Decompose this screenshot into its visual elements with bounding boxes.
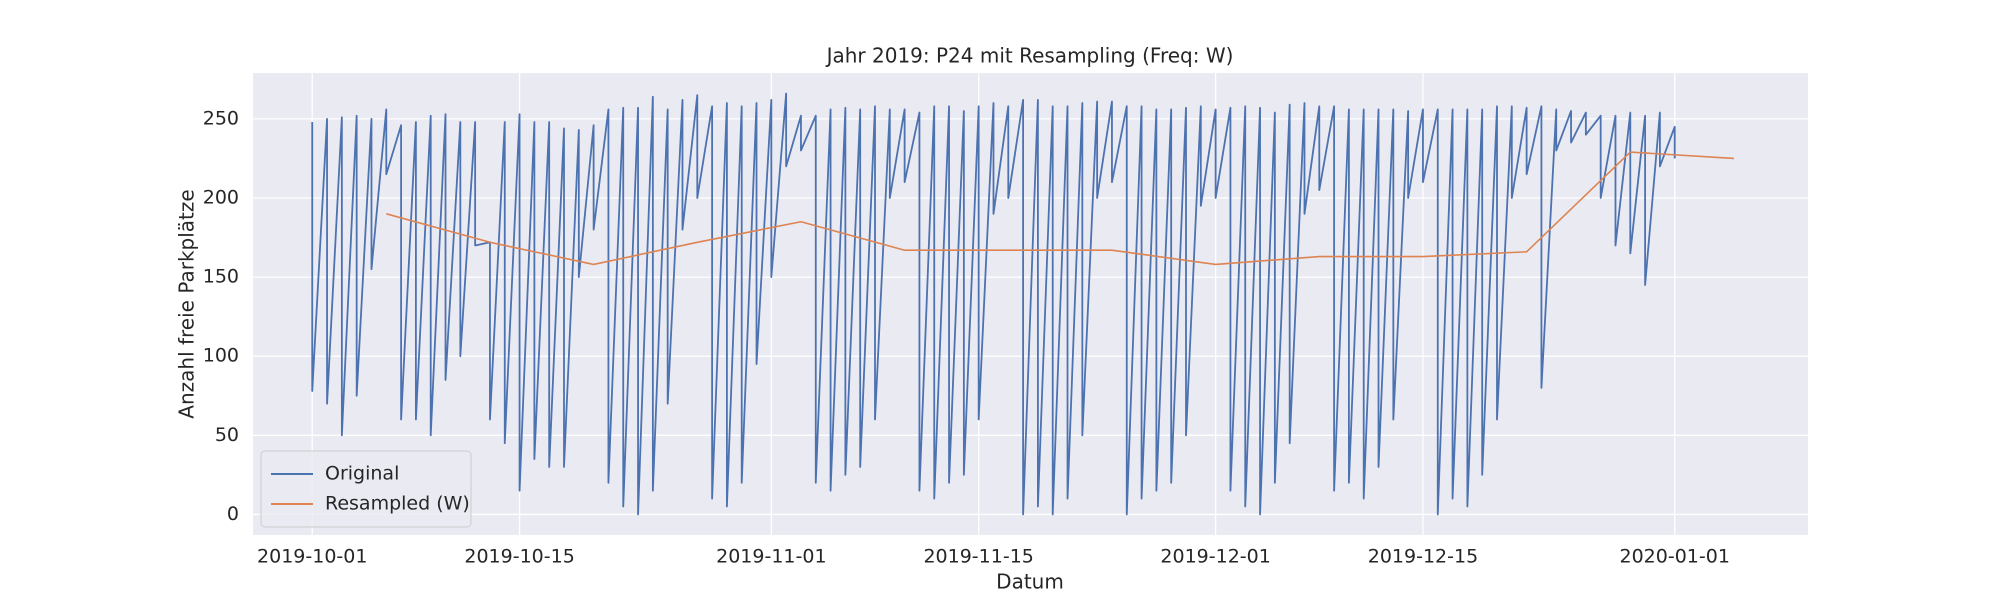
x-tick-label: 2019-12-15 [1368, 546, 1478, 568]
y-tick-label: 100 [203, 345, 239, 367]
series-line [386, 151, 1734, 266]
y-tick-label: 50 [215, 424, 239, 446]
x-tick-label: 2020-01-01 [1620, 546, 1730, 568]
legend: Original Resampled (W) [260, 450, 472, 528]
legend-label: Original [325, 463, 399, 485]
y-axis-label: Anzahl freie Parkplätze [175, 189, 199, 418]
x-tick-label: 2019-12-01 [1160, 546, 1270, 568]
chart-title: Jahr 2019: P24 mit Resampling (Freq: W) [825, 44, 1234, 68]
y-tick-label: 250 [203, 107, 239, 129]
series-line [311, 92, 1676, 516]
x-tick-label: 2019-10-01 [257, 546, 367, 568]
x-tick-label: 2019-11-01 [716, 546, 826, 568]
y-tick-label: 150 [203, 266, 239, 288]
y-tick-label: 0 [227, 503, 239, 525]
legend-label: Resampled (W) [325, 493, 470, 515]
x-axis-label: Datum [996, 570, 1064, 594]
x-tick-label: 2019-10-15 [464, 546, 574, 568]
y-tick-label: 200 [203, 186, 239, 208]
x-tick-label: 2019-11-15 [923, 546, 1033, 568]
legend-box [260, 450, 472, 528]
